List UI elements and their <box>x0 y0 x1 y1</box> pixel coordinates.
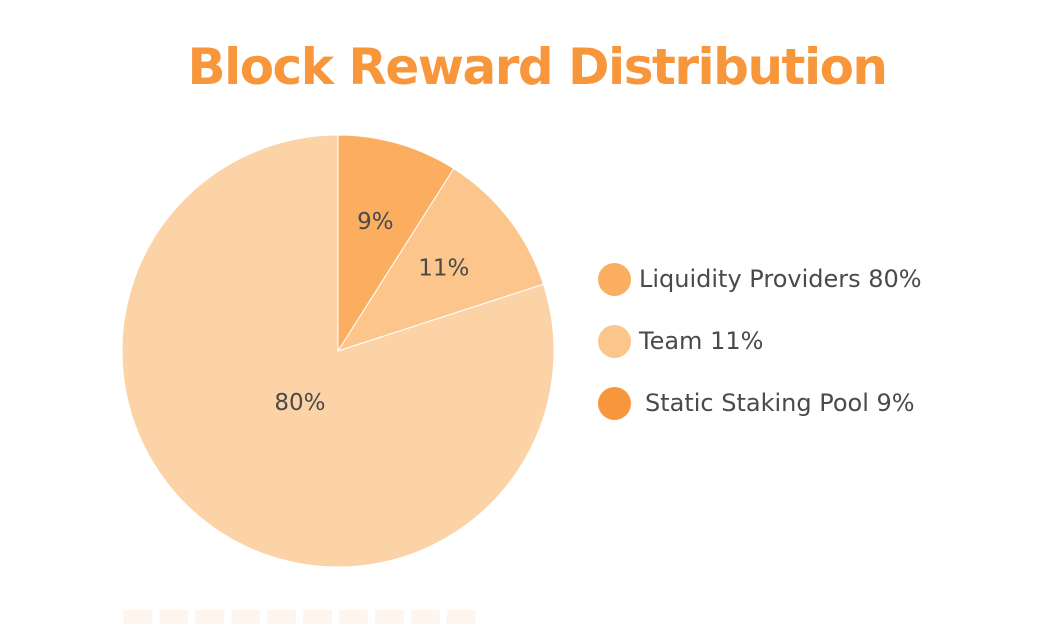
chart-title: Block Reward Distribution <box>187 38 888 96</box>
legend: Liquidity Providers 80% Team 11% Static … <box>598 260 922 446</box>
pie-slice-liquidity-providers <box>121 134 555 568</box>
legend-swatch <box>598 386 631 420</box>
pie-slice-team <box>336 167 545 352</box>
legend-label: Team 11% <box>639 327 764 355</box>
legend-label: Liquidity Providers 80% <box>639 265 922 293</box>
legend-swatch <box>598 324 631 358</box>
pie-slice-static-staking-pool <box>337 134 455 353</box>
pie-label-team: 11% <box>418 255 469 281</box>
legend-item-liquidity-providers: Liquidity Providers 80% <box>598 260 922 298</box>
legend-item-team: Team 11% <box>598 322 922 360</box>
pie-labels: 9% 11% 80% <box>274 209 469 416</box>
legend-label: Static Staking Pool 9% <box>645 389 915 417</box>
faded-section-heading: ▬▬▬▬▬▬▬▬▬▬ <box>120 592 480 636</box>
legend-swatch <box>598 262 631 296</box>
pie-chart: 9% 11% 80% <box>121 134 555 568</box>
legend-item-static-staking-pool: Static Staking Pool 9% <box>598 384 922 422</box>
pie-label-liquidity-providers: 80% <box>274 390 325 416</box>
pie-label-static-staking-pool: 9% <box>357 209 394 235</box>
pie-slices <box>121 134 555 568</box>
